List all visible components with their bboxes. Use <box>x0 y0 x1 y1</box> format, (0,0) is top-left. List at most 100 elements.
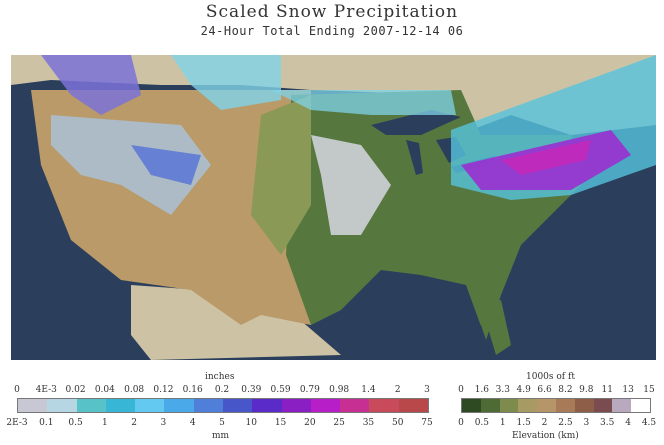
precip-legend-swatch <box>18 399 48 412</box>
elev-legend-ft-tick-label: 3.3 <box>495 385 510 395</box>
snow-northwest <box>41 55 141 115</box>
precip-legend-swatch <box>105 399 136 412</box>
elev-legend-ft-tick-label: 6.6 <box>537 385 552 395</box>
elev-legend-swatch <box>631 399 650 412</box>
elev-legend-bar <box>461 398 651 413</box>
precip-legend-mm-tick-label: 10 <box>245 418 258 428</box>
snow-map <box>11 55 656 360</box>
elev-legend-km-tick-label: 3.5 <box>600 418 615 428</box>
precip-legend-swatch <box>222 399 253 412</box>
great-plains <box>251 95 311 255</box>
mexico-land <box>131 285 341 360</box>
precip-legend-swatch <box>76 399 106 412</box>
precip-legend-mm-tick-label: 15 <box>274 418 287 428</box>
precip-legend-inches-tick-label: 0.59 <box>270 385 291 395</box>
precip-legend-inches-tick-label: 2 <box>394 385 401 395</box>
precip-legend-swatch <box>398 399 428 412</box>
precip-legend-mm-tick-label: 0.5 <box>68 418 83 428</box>
snow-northeast-core <box>501 140 591 175</box>
precip-legend-bar <box>17 398 429 413</box>
precip-legend-mm-tick-label: 4 <box>189 418 196 428</box>
precip-legend-inches: 0 4E-3 0.02 0.04 0.08 0.12 0.16 0.2 0.39 0.59 0.79… <box>14 385 430 396</box>
elev-legend-km-tick-label: 1 <box>499 418 506 428</box>
precip-legend-inches-tick-label: 1.4 <box>361 385 376 395</box>
elev-legend-ft-tick-label: 0 <box>458 385 464 395</box>
elev-legend-km: 0 0.5 1 1.5 2 2.5 3 3.5 4 4.5 <box>458 418 656 429</box>
elev-legend-km-tick-label: 4.5 <box>641 418 657 428</box>
precip-legend-inches-tick-label: 0.12 <box>153 385 174 395</box>
precip-legend-mm-tick-label: 5 <box>219 418 225 428</box>
elev-legend-km-tick-label: 3 <box>583 418 590 428</box>
elev-legend-swatch <box>612 399 632 412</box>
precip-legend-mm-tick-label: 50 <box>391 418 404 428</box>
elev-legend-ft-tick-label: 4.9 <box>516 385 531 395</box>
elev-legend-swatch <box>499 399 519 412</box>
elev-legend-km-tick-label: 0.5 <box>474 418 490 428</box>
precip-legend-unit-top: inches <box>205 372 235 382</box>
precip-legend-inches-tick-label: 0.08 <box>124 385 145 395</box>
precip-legend-inches-tick-label: 0 <box>14 385 20 395</box>
elev-legend-km-tick-label: 4 <box>625 418 631 428</box>
precip-legend-swatch <box>47 399 77 412</box>
map-image <box>11 55 656 360</box>
precip-legend-swatch <box>252 399 282 412</box>
elev-legend-swatch <box>574 399 594 412</box>
precip-legend-inches-tick-label: 0.2 <box>214 385 230 395</box>
precip-legend-inches-tick-label: 0.98 <box>329 385 350 395</box>
map-title: Scaled Snow Precipitation <box>205 2 459 22</box>
elev-legend-ft-tick-label: 13 <box>622 385 634 395</box>
elev-legend-ft-tick-label: 1.6 <box>474 385 490 395</box>
snow-rockies <box>51 115 211 215</box>
elev-legend-swatch <box>593 399 613 412</box>
precip-legend-inches-tick-label: 3 <box>424 385 430 395</box>
elev-legend-ft: 0 1.6 3.3 4.9 6.6 8.2 9.8 11 13 15 <box>458 385 655 396</box>
precip-legend-inches-tick-label: 0.79 <box>299 385 320 395</box>
precip-legend-swatch <box>281 399 311 412</box>
elev-legend-km-tick-label: 2.5 <box>558 418 573 428</box>
precip-legend-swatch <box>369 399 399 412</box>
elev-legend-swatch <box>480 399 500 412</box>
florida <box>481 300 511 355</box>
precip-legend-mm-tick-label: 0.1 <box>39 418 54 428</box>
precip-legend-inches-tick-label: 0.02 <box>65 385 86 395</box>
precip-legend-inches-tick-label: 0.39 <box>241 385 262 395</box>
map-subtitle: 24-Hour Total Ending 2007-12-14 06 <box>200 24 464 38</box>
precip-legend-swatch <box>193 399 223 412</box>
precip-legend-swatch <box>310 399 341 412</box>
precip-legend-inches-tick-label: 0.16 <box>182 385 203 395</box>
elev-legend-km-tick-label: 1.5 <box>516 418 531 428</box>
elev-legend-swatch <box>518 399 538 412</box>
snow-rockies-heavy <box>131 145 201 185</box>
precip-legend-mm-tick-label: 35 <box>362 418 375 428</box>
snow-midwest <box>311 135 391 235</box>
precip-legend-inches-tick-label: 0.04 <box>94 385 115 395</box>
precip-legend-mm-tick-label: 20 <box>304 418 316 428</box>
lake-superior <box>371 110 461 135</box>
elev-legend-ft-tick-label: 8.2 <box>558 385 573 395</box>
elev-legend-unit-top: 1000s of ft <box>526 372 575 382</box>
precip-legend-mm: 2E-3 0.1 0.5 1 2 3 4 5 10 15 20 25 35 50 75 <box>6 418 432 429</box>
precip-legend-inches-tick-label: 4E-3 <box>35 385 57 395</box>
gulf-of-mexico <box>341 325 491 360</box>
precip-legend-unit-bottom: mm <box>212 431 230 441</box>
elev-legend-km-tick-label: 0 <box>458 418 464 428</box>
precip-legend-mm-tick-label: 3 <box>160 418 167 428</box>
precip-legend-mm-tick-label: 75 <box>421 418 433 428</box>
elev-legend-ft-tick-label: 11 <box>601 385 613 395</box>
elev-legend-swatch <box>462 399 481 412</box>
precip-legend-swatch <box>135 399 165 412</box>
elev-legend-km-tick-label: 2 <box>541 418 548 428</box>
snow-north-canada <box>171 55 281 110</box>
lake-michigan <box>406 140 423 175</box>
elev-legend-swatch <box>537 399 556 412</box>
precip-legend-mm-tick-label: 2 <box>131 418 138 428</box>
snow-upper-midwest <box>271 90 456 115</box>
precip-legend-mm-tick-label: 2E-3 <box>6 418 28 428</box>
precip-legend-swatch <box>164 399 194 412</box>
elev-legend-unit-bottom: Elevation (km) <box>512 431 579 441</box>
precip-legend-swatch <box>340 399 370 412</box>
precip-legend-mm-tick-label: 1 <box>101 418 108 428</box>
elev-legend-swatch <box>555 399 575 412</box>
elev-legend-ft-tick-label: 15 <box>643 385 655 395</box>
precip-legend-mm-tick-label: 25 <box>333 418 345 428</box>
